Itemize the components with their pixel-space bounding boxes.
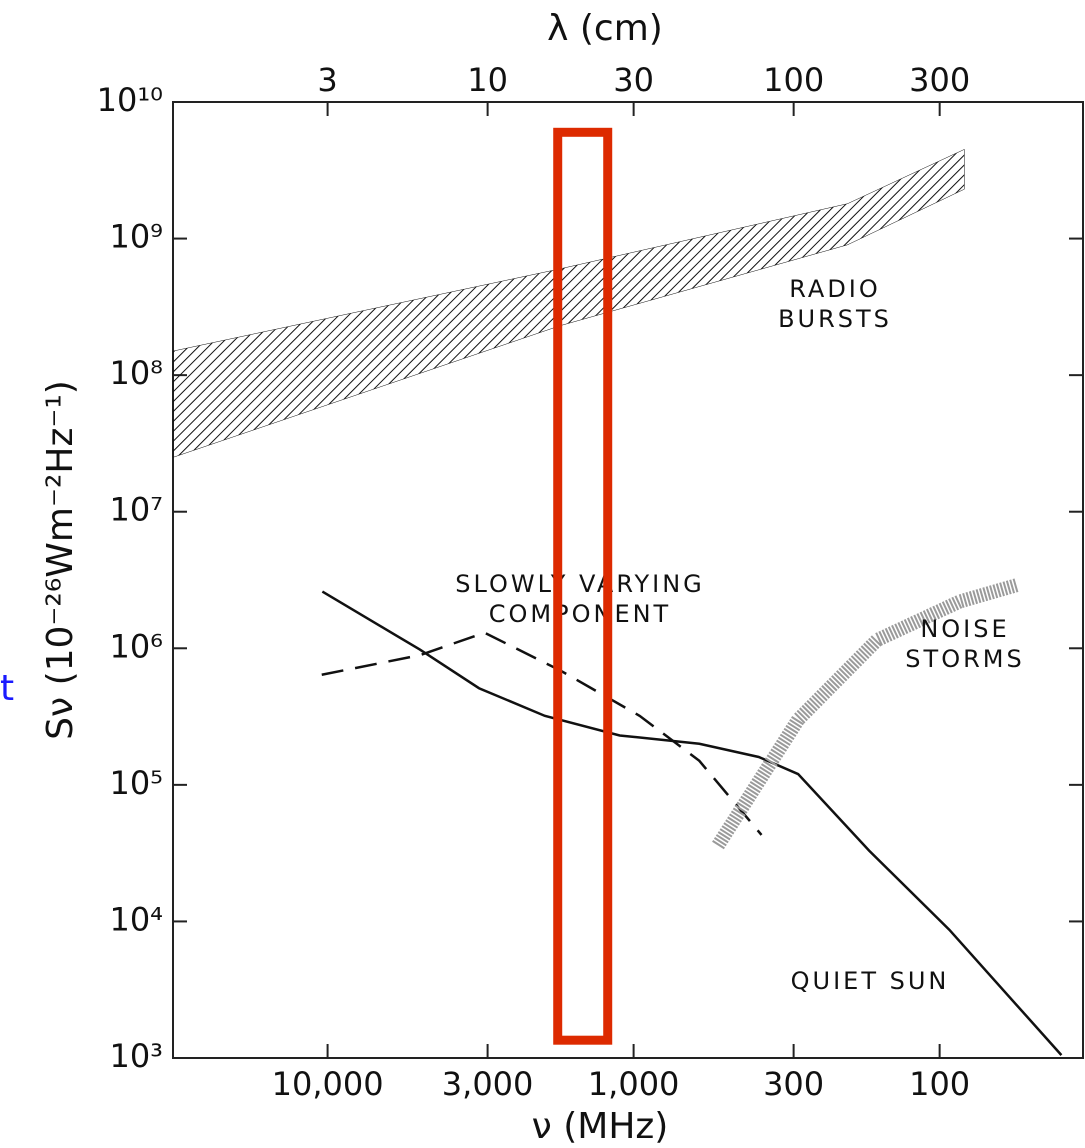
plot-frame	[172, 101, 1084, 1059]
series-label: QUIET SUN	[791, 967, 950, 995]
x2-tick-label: 3	[317, 61, 337, 99]
x2-tick-label: 30	[613, 61, 654, 99]
side-text: t	[0, 668, 14, 709]
x-tick-label: 1,000	[588, 1065, 680, 1103]
series-label: SLOWLY VARYING	[455, 570, 705, 598]
y-tick-label: 10⁷	[109, 491, 163, 529]
series-line	[712, 578, 1019, 850]
y-tick-label: 10³	[109, 1037, 163, 1075]
y-axis-title: Sν (10⁻²⁶Wm⁻²Hz⁻¹)	[40, 380, 81, 740]
series-line	[321, 590, 1063, 1056]
y-tick-label: 10⁸	[109, 354, 163, 392]
series-label: STORMS	[905, 645, 1024, 673]
x-tick-label: 300	[763, 1065, 824, 1103]
x-tick-label: 100	[909, 1065, 970, 1103]
x2-tick-label: 300	[909, 61, 970, 99]
series-line	[321, 631, 763, 836]
y-tick-label: 10⁵	[109, 764, 163, 802]
y-tick-label: 10⁴	[109, 900, 163, 938]
band	[172, 148, 965, 458]
series-label: RADIO	[789, 275, 881, 303]
y-tick-label: 10⁶	[109, 627, 163, 665]
highlight-box	[553, 127, 613, 1045]
x-tick-label: 10,000	[272, 1065, 384, 1103]
series-label: NOISE	[920, 615, 1009, 643]
series-label: COMPONENT	[489, 600, 671, 628]
y-tick-label: 10⁹	[109, 218, 163, 256]
x2-tick-label: 10	[467, 61, 508, 99]
x-axis-title: ν (MHz)	[532, 1106, 669, 1147]
x-tick-label: 3,000	[442, 1065, 534, 1103]
top-axis-title: λ (cm)	[547, 8, 663, 49]
y-tick-label: 10¹⁰	[97, 81, 163, 119]
x2-tick-label: 100	[763, 61, 824, 99]
series-label: BURSTS	[778, 305, 892, 333]
